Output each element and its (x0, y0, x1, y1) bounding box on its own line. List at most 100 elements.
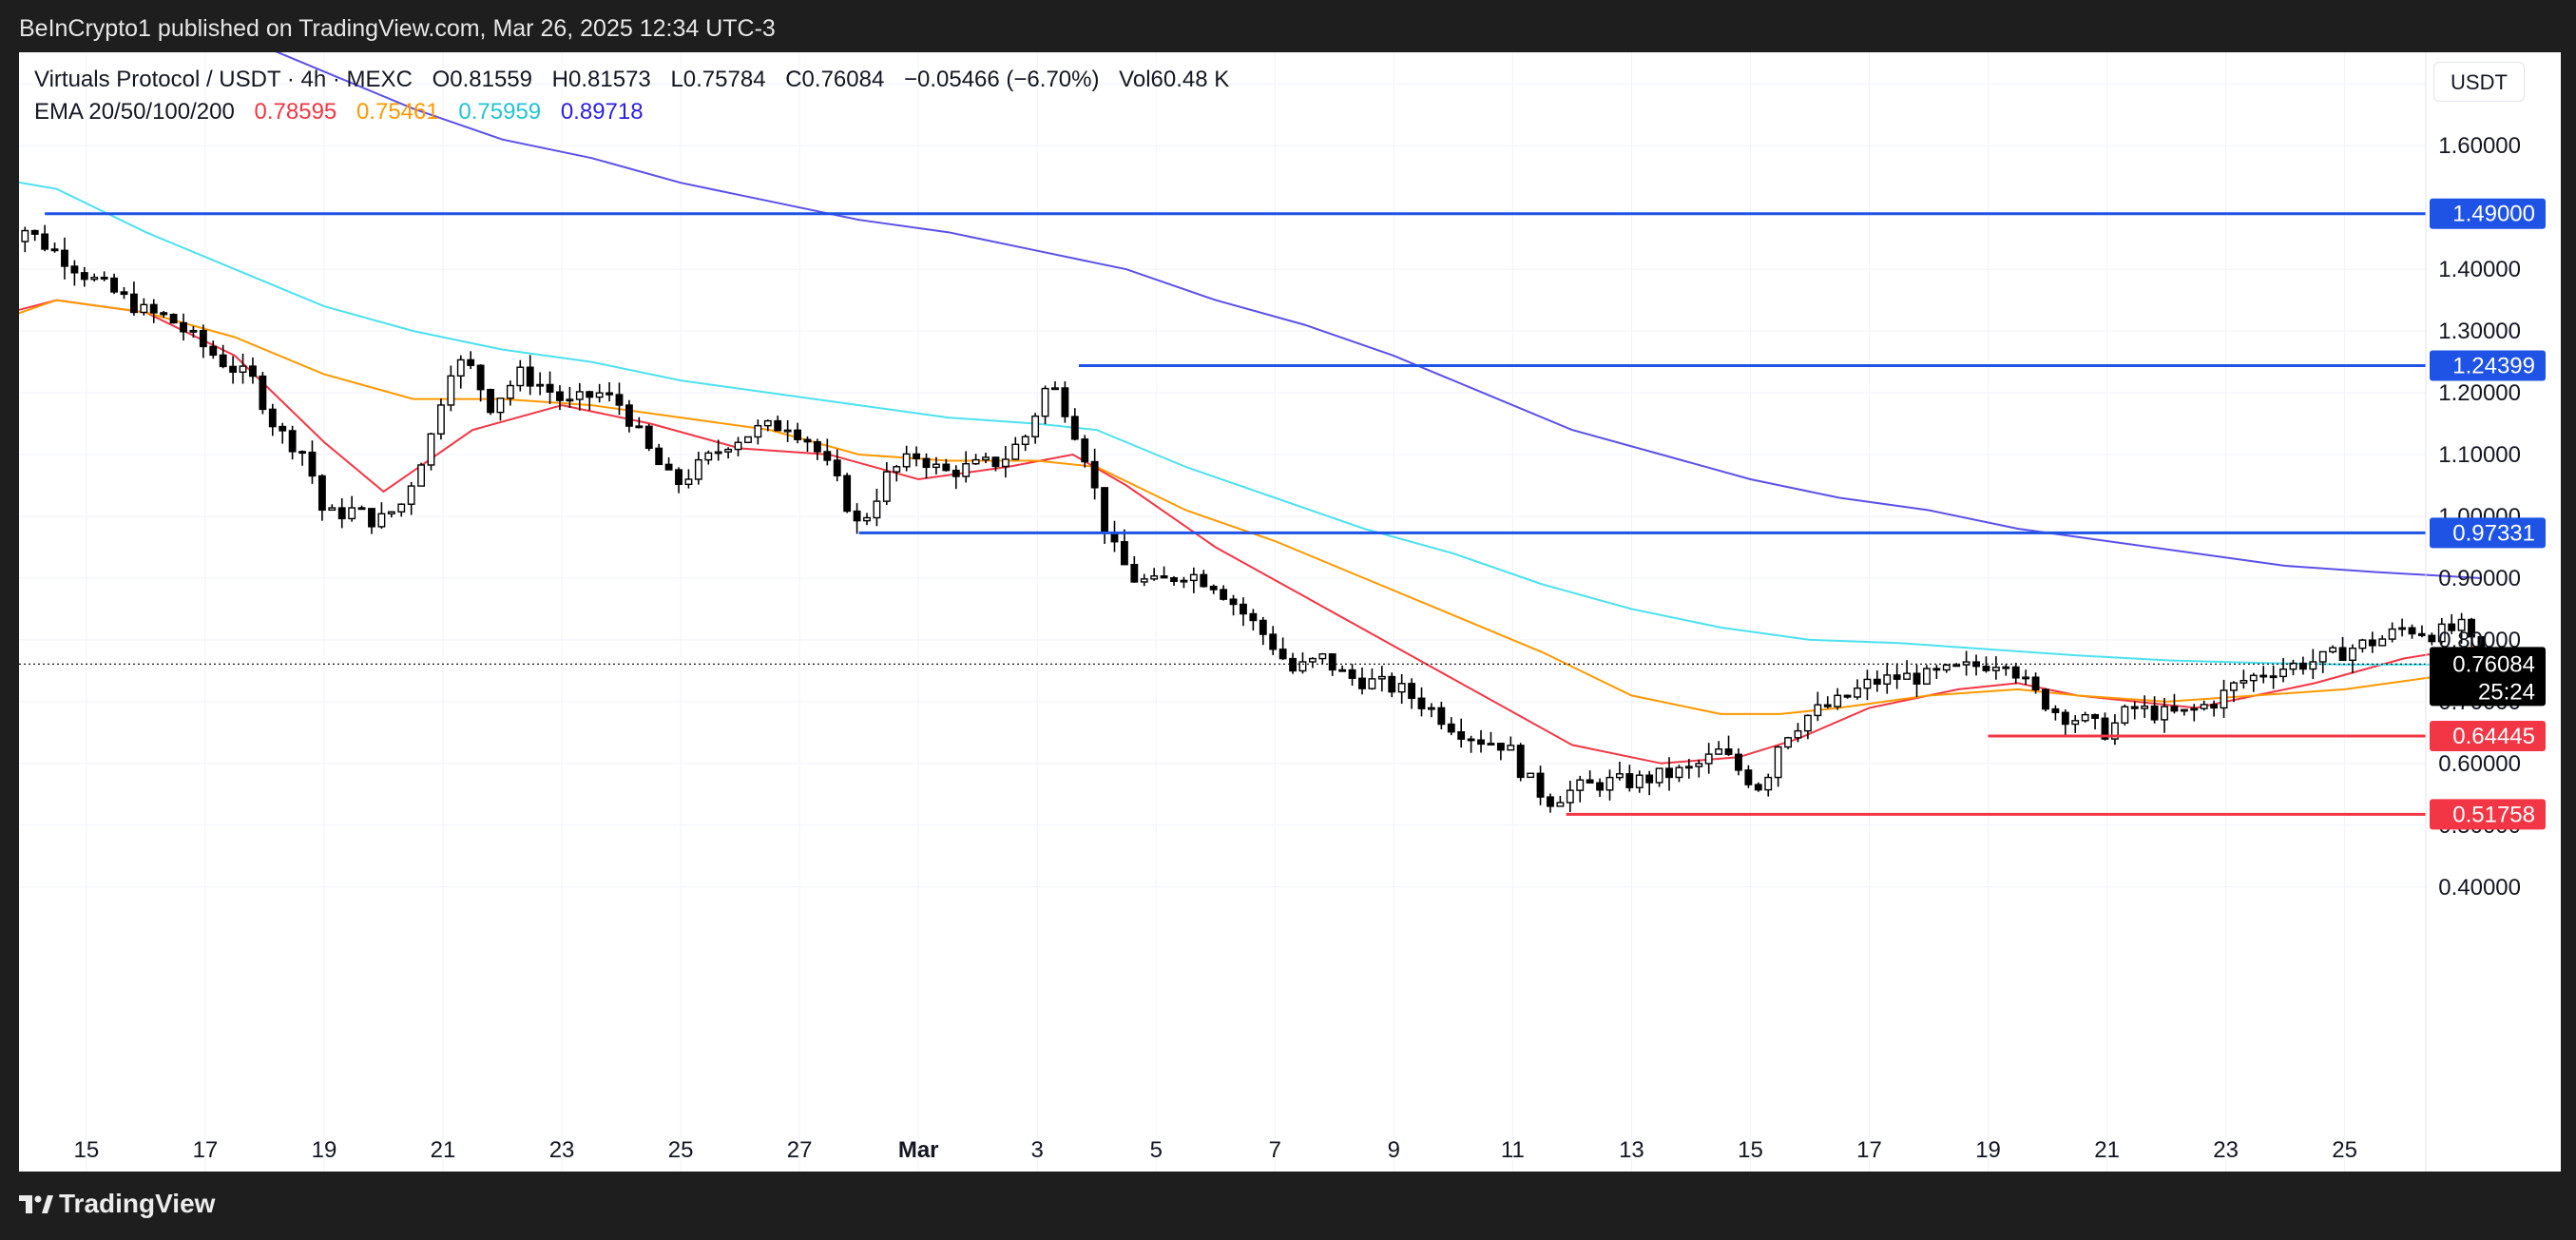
tradingview-logo-icon[interactable] (19, 1192, 53, 1215)
candle-down (1744, 769, 1753, 785)
chart-panel[interactable]: 2.000001.900001.800001.700001.600001.400… (19, 52, 2561, 1172)
x-tick-label: 7 (1269, 1137, 1281, 1163)
ema-label[interactable]: EMA 20/50/100/200 (34, 99, 235, 125)
candle-up (684, 478, 693, 485)
candle-up (1318, 653, 1327, 660)
candle-up (962, 463, 971, 477)
candle-up (2240, 680, 2248, 684)
y-tick-label: 1.40000 (2438, 257, 2521, 282)
candle-up (2022, 676, 2030, 680)
candle-up (2358, 639, 2367, 649)
attribution-bar: BeInCrypto1 published on TradingView.com… (0, 0, 2576, 57)
candle-up (239, 365, 247, 373)
x-tick-label: 11 (1501, 1137, 1525, 1163)
candle-down (2408, 627, 2416, 635)
candle-up (1991, 667, 2000, 671)
candle-down (2269, 675, 2278, 679)
candle-down (1070, 416, 1079, 440)
candle-down (843, 475, 852, 513)
candle-down (2061, 711, 2069, 726)
candle-up (1140, 578, 1148, 583)
candle-down (1645, 774, 1654, 784)
candle-down (803, 438, 812, 443)
y-tick-label: 1.10000 (2438, 442, 2521, 468)
candle-down (1170, 576, 1178, 582)
candle-down (70, 265, 79, 274)
resistance-level-badge (2430, 198, 2546, 229)
candle-down (1447, 723, 1455, 733)
candle-down (1278, 649, 1287, 660)
candle-up (1684, 765, 1693, 769)
candle-down (308, 451, 317, 477)
candle-down (129, 293, 138, 314)
candle-up (2289, 662, 2297, 670)
candle-up (1021, 436, 1029, 446)
candle-up (90, 277, 99, 281)
horizontal-levels[interactable] (19, 212, 2426, 816)
candle-up (456, 358, 465, 378)
candle-up (882, 471, 891, 502)
candle-down (1932, 668, 1941, 671)
candle-down (1328, 653, 1336, 671)
candle-up (1150, 575, 1159, 580)
candle-up (932, 463, 940, 469)
candle-down (180, 321, 187, 333)
candle-down (2051, 707, 2060, 713)
tradingview-brand[interactable]: TradingView (59, 1189, 216, 1218)
candle-up (417, 464, 426, 487)
candle-up (377, 513, 386, 528)
resistance-level-badge (2430, 350, 2546, 381)
y-tick-label: 1.60000 (2438, 133, 2521, 159)
candle-down (794, 429, 801, 440)
x-tick-label: 19 (312, 1137, 337, 1163)
candle-up (1041, 387, 1049, 417)
candle-up (566, 398, 574, 402)
candle-down (625, 404, 633, 427)
candle-up (1566, 789, 1574, 804)
candle-down (1735, 753, 1742, 771)
candle-down (80, 272, 88, 281)
y-tick-label: 1.30000 (2438, 319, 2521, 344)
candle-up (1962, 661, 1970, 666)
candle-up (1952, 664, 1961, 668)
support-level-label: 0.51758 (2452, 802, 2535, 827)
candle-up (734, 441, 742, 451)
candle-up (1507, 745, 1515, 751)
symbol-label[interactable]: Virtuals Protocol / USDT · 4h · MEXC (34, 67, 413, 92)
candle-down (675, 469, 682, 485)
price-axis[interactable]: 2.000001.900001.800001.700001.600001.400… (2438, 52, 2521, 901)
time-axis[interactable]: 15 17 19 21 23 25 27 Mar 3 5 7 9 11 13 15 17 19 21 23 25 (74, 1137, 2357, 1163)
candle-up (2110, 722, 2119, 740)
ema-row: EMA 20/50/100/200 0.78595 0.75461 0.7595… (34, 96, 1229, 128)
candle-up (328, 507, 336, 512)
candle-down (1893, 674, 1901, 680)
candle-up (1883, 674, 1892, 686)
candle-down (635, 425, 644, 429)
x-tick-label: 5 (1150, 1137, 1163, 1163)
candle-up (2437, 623, 2446, 643)
candle-up (902, 453, 911, 468)
candle-down (644, 425, 653, 450)
candle-down (853, 510, 861, 522)
price-chart[interactable]: 2.000001.900001.800001.700001.600001.400… (19, 52, 2561, 1172)
x-tick-label: 19 (1975, 1137, 2001, 1163)
candle-down (160, 312, 168, 316)
candle-down (2210, 704, 2219, 709)
candle-up (971, 458, 980, 465)
candle-down (1240, 603, 1247, 615)
ema20-line (19, 299, 2482, 765)
currency-button[interactable]: USDT (2433, 62, 2525, 102)
candle-down (259, 375, 267, 411)
candle-down (2418, 632, 2426, 636)
candle-up (893, 466, 901, 473)
candle-up (1605, 776, 1614, 791)
y-tick-label: 0.60000 (2438, 751, 2521, 777)
x-tick-label: 23 (2213, 1137, 2239, 1163)
candle-up (140, 303, 148, 314)
candle-down (2011, 666, 2020, 679)
candle-down (1408, 683, 1416, 699)
candle-down (991, 456, 1000, 468)
candle-down (288, 430, 297, 453)
x-tick-label: 17 (1856, 1137, 1882, 1163)
candle-down (1160, 575, 1168, 579)
